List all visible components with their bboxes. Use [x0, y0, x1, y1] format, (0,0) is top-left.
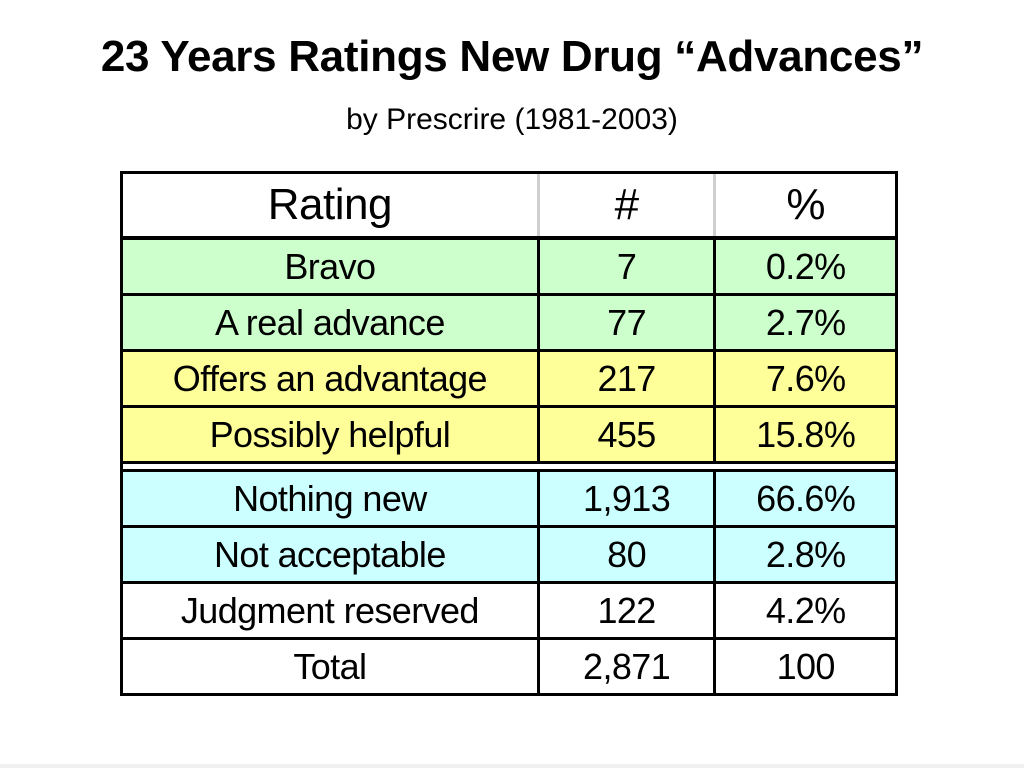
header-count: #: [540, 174, 717, 236]
cell-percent: 2.8%: [765, 533, 846, 575]
table-row: Judgment reserved 122 4.2%: [120, 584, 898, 640]
header-rating: Rating: [123, 174, 540, 236]
cell-count: 77: [540, 296, 717, 349]
cell-count: 7: [540, 240, 717, 293]
cell-count: 2,871: [540, 640, 717, 693]
cell-rating: Bravo: [123, 240, 540, 293]
ratings-table: Rating # % Bravo 7 0.2% A real advance 7…: [120, 171, 898, 697]
table-row: Total 2,871 100: [120, 640, 898, 696]
cell-count: 122: [540, 584, 717, 637]
table-header-row: Rating # %: [120, 171, 898, 240]
table-row: Not acceptable 80 2.8%: [120, 528, 898, 584]
slide-footer-divider: [0, 764, 1024, 768]
group-divider-line: [120, 469, 898, 472]
cell-count: 1,913: [540, 472, 717, 525]
group-divider: [120, 464, 898, 472]
cell-count: 80: [540, 528, 717, 581]
cell-percent: 4.2%: [765, 589, 846, 631]
cell-percent: 2.7%: [765, 301, 846, 343]
slide-title: 23 Years Ratings New Drug “Advances”: [100, 32, 924, 81]
header-percent: %: [786, 180, 826, 229]
table-row: Offers an advantage 217 7.6%: [120, 352, 898, 408]
table-row: Possibly helpful 455 15.8%: [120, 408, 898, 464]
table-row: Bravo 7 0.2%: [120, 240, 898, 296]
cell-percent: 7.6%: [765, 357, 846, 399]
cell-percent: 100: [776, 645, 836, 687]
table-row: Nothing new 1,913 66.6%: [120, 472, 898, 528]
cell-rating: Not acceptable: [123, 528, 540, 581]
cell-percent: 66.6%: [756, 477, 856, 519]
table-row: A real advance 77 2.7%: [120, 296, 898, 352]
cell-rating: Offers an advantage: [123, 352, 540, 405]
cell-count: 217: [540, 352, 717, 405]
cell-count: 455: [540, 408, 717, 461]
cell-rating: Nothing new: [123, 472, 540, 525]
cell-rating: Possibly helpful: [123, 408, 540, 461]
cell-rating: A real advance: [123, 296, 540, 349]
cell-percent: 0.2%: [765, 245, 846, 287]
cell-rating: Judgment reserved: [123, 584, 540, 637]
cell-rating: Total: [123, 640, 540, 693]
slide-subtitle: by Prescrire (1981-2003): [346, 103, 678, 136]
cell-percent: 15.8%: [756, 413, 856, 455]
